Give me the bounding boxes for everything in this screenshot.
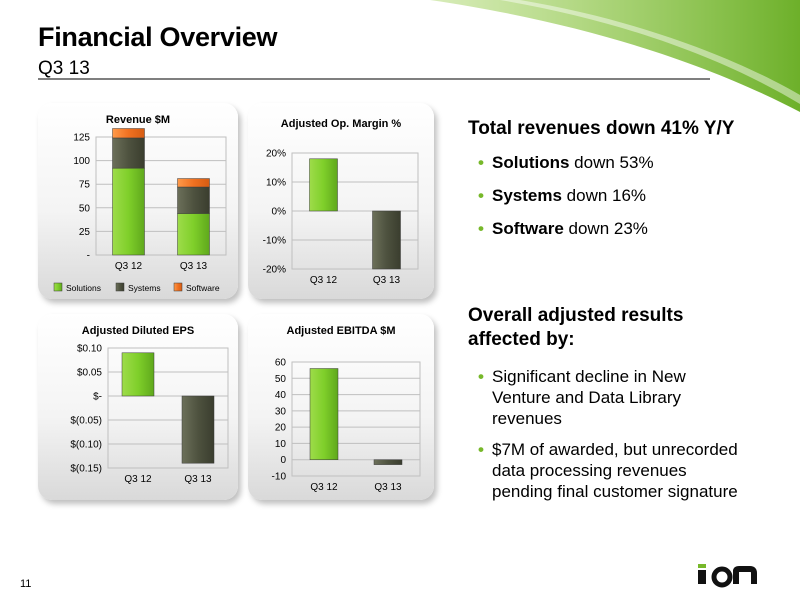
x-tick-label: Q3 12	[310, 275, 338, 286]
bar-systems	[177, 186, 210, 214]
chart-title: Adjusted Diluted EPS	[82, 325, 194, 337]
revenue-heading: Total revenues down 41% Y/Y	[468, 118, 735, 139]
bullet-item: • Systems down 16%	[478, 185, 654, 206]
bar-software	[177, 178, 210, 188]
heading-line: Overall adjusted results	[468, 305, 684, 326]
bullet-dot-icon: •	[478, 186, 484, 205]
y-tick-label: $(0.05)	[70, 416, 102, 427]
y-tick-label: 10%	[266, 178, 286, 189]
bar	[372, 210, 401, 270]
bullet-text: down 53%	[569, 153, 654, 172]
y-tick-label: 20%	[266, 149, 286, 160]
bullet-dot-icon: •	[478, 219, 484, 238]
bullet-item: • Software down 23%	[478, 218, 654, 239]
y-tick-label: 50	[79, 203, 91, 214]
x-tick-label: Q3 13	[184, 474, 212, 485]
heading-line: affected by:	[468, 329, 575, 350]
y-tick-label: $0.05	[77, 368, 102, 379]
bullet-text: down 16%	[561, 186, 647, 205]
ion-logo	[698, 564, 757, 588]
y-tick-label: $(0.15)	[70, 464, 102, 475]
y-tick-label: $(0.10)	[70, 440, 102, 451]
y-tick-label: -10%	[263, 236, 286, 247]
slide-title: Financial Overview	[38, 22, 278, 52]
bullet-line: Significant decline in New	[492, 367, 686, 386]
chart-panel-op-margin: Adjusted Op. Margin % -20% -10% 0% 10% 20% Q3 …	[248, 103, 434, 299]
y-tick-label: 50	[275, 374, 287, 385]
bullet-line: $7M of awarded, but unrecorded	[492, 440, 738, 459]
x-tick-label: Q3 13	[374, 482, 402, 493]
y-tick-label: 20	[275, 423, 287, 434]
y-tick-label: 125	[73, 133, 90, 144]
y-tick-label: -20%	[263, 265, 286, 276]
bar	[181, 395, 215, 464]
y-tick-label: 0%	[272, 207, 287, 218]
chart-title: Adjusted EBITDA $M	[287, 325, 396, 337]
bullet-line: pending final customer signature	[492, 482, 738, 501]
x-tick-label: Q3 12	[115, 261, 143, 272]
title-divider	[38, 78, 710, 80]
adjusted-bullet-list: • Significant decline in New Venture and…	[478, 366, 738, 502]
legend-label: Software	[186, 283, 220, 293]
bar-software	[112, 128, 145, 139]
revenue-chart: Revenue $M - 25 50 75 100 125 Q3 12 Q3 13 Solutio…	[53, 114, 227, 293]
bar	[373, 459, 403, 465]
y-tick-label: 100	[73, 156, 90, 167]
y-tick-label: -10	[272, 472, 287, 483]
y-tick-label: 10	[275, 439, 287, 450]
bullet-line: Venture and Data Library	[492, 388, 682, 407]
bullet-dot-icon: •	[478, 153, 484, 172]
bullet-item: • Solutions down 53%	[478, 152, 654, 173]
bar-systems	[112, 137, 145, 169]
legend-swatch	[115, 282, 125, 292]
bullet-bold: Software	[492, 219, 564, 238]
adjusted-results-heading: Overall adjusted results affected by:	[468, 304, 683, 352]
y-tick-label: $-	[93, 392, 102, 403]
y-tick-label: -	[87, 251, 90, 262]
legend-label: Systems	[128, 283, 161, 293]
bullet-line: revenues	[492, 409, 562, 428]
y-tick-label: 40	[275, 390, 287, 401]
legend-swatch	[173, 282, 183, 292]
slide-subtitle: Q3 13	[38, 58, 90, 79]
legend-label: Solutions	[66, 283, 101, 293]
header-swoosh	[430, 0, 800, 112]
y-tick-label: $0.10	[77, 344, 102, 355]
bullet-dot-icon: •	[478, 367, 484, 386]
x-tick-label: Q3 12	[310, 482, 338, 493]
x-tick-label: Q3 13	[373, 275, 401, 286]
y-tick-label: 0	[280, 455, 286, 466]
revenue-bullet-list: • Solutions down 53% • Systems down 16% • S…	[478, 152, 654, 239]
bar-solutions	[177, 213, 210, 256]
bar	[309, 158, 338, 212]
page-number: 11	[20, 578, 32, 590]
bullet-dot-icon: •	[478, 440, 484, 459]
bar	[121, 352, 155, 397]
bullet-line: data processing revenues	[492, 461, 687, 480]
chart-title: Adjusted Op. Margin %	[281, 118, 402, 130]
y-tick-label: 75	[79, 180, 91, 191]
ebitda-chart: Adjusted EBITDA $M -10 0 10 20 30 40 50 60 Q3 12 Q…	[272, 325, 421, 493]
chart-title: Revenue $M	[106, 114, 170, 126]
op-margin-chart: Adjusted Op. Margin % -20% -10% 0% 10% 20% Q3 …	[263, 118, 419, 286]
y-tick-label: 60	[275, 358, 287, 369]
bar-solutions	[112, 167, 145, 256]
bullet-bold: Solutions	[492, 153, 570, 172]
chart-panel-eps: Adjusted Diluted EPS $(0.15) $(0.10) $(0.05…	[38, 314, 238, 500]
y-tick-label: 25	[79, 227, 91, 238]
bullet-bold: Systems	[492, 186, 562, 205]
bullet-text: down 23%	[563, 219, 648, 238]
chart-panel-ebitda: Adjusted EBITDA $M -10 0 10 20 30 40 50 60 Q3 12 Q…	[248, 314, 434, 500]
bullet-item: • $7M of awarded, but unrecorded data pr…	[478, 439, 738, 502]
bullet-item: • Significant decline in New Venture and…	[478, 366, 738, 429]
bar	[309, 368, 339, 460]
x-tick-label: Q3 12	[124, 474, 152, 485]
y-tick-label: 30	[275, 406, 287, 417]
x-tick-label: Q3 13	[180, 261, 208, 272]
chart-panel-revenue: Revenue $M - 25 50 75 100 125 Q3 12 Q3 13 Solutio…	[38, 103, 238, 299]
eps-chart: Adjusted Diluted EPS $(0.15) $(0.10) $(0.05…	[70, 325, 229, 485]
legend-swatch	[53, 282, 63, 292]
